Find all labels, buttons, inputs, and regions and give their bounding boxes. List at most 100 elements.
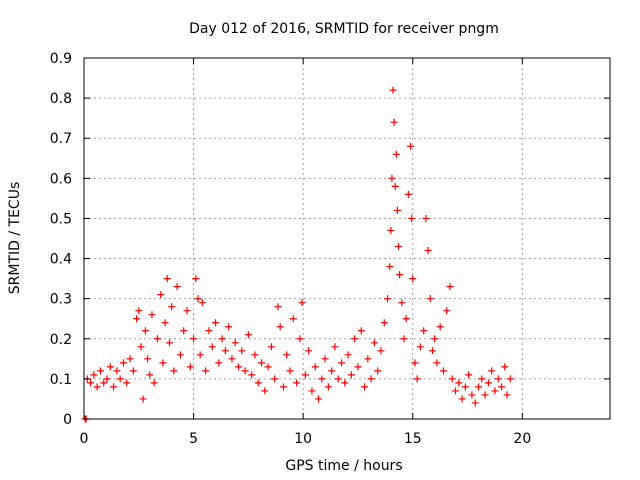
x-axis-label: GPS time / hours <box>285 458 402 474</box>
data-point <box>276 323 284 331</box>
data-point <box>338 359 346 367</box>
data-point <box>354 363 362 371</box>
data-point <box>367 375 375 383</box>
data-point <box>398 299 406 307</box>
data-point <box>241 367 249 375</box>
data-point <box>116 375 124 383</box>
data-point <box>228 355 236 363</box>
data-point <box>420 327 428 335</box>
data-point <box>431 335 439 343</box>
data-point <box>87 379 95 387</box>
data-point <box>301 371 309 379</box>
data-point <box>159 359 167 367</box>
data-point <box>386 263 394 271</box>
data-point <box>168 303 176 311</box>
data-point <box>433 359 441 367</box>
data-point <box>494 375 502 383</box>
data-point <box>163 275 171 283</box>
data-point <box>334 375 342 383</box>
x-tick-label: 0 <box>80 431 89 447</box>
data-point <box>387 226 395 234</box>
data-point <box>261 387 269 395</box>
data-point <box>501 363 509 371</box>
data-point <box>170 367 178 375</box>
data-point <box>183 307 191 315</box>
data-point <box>370 339 378 347</box>
data-point <box>194 295 202 303</box>
data-point <box>311 363 319 371</box>
data-point <box>248 371 256 379</box>
data-point <box>475 383 482 391</box>
data-point <box>296 335 304 343</box>
data-point <box>146 371 154 379</box>
plot-area-frame <box>83 57 611 420</box>
chart-title: Day 012 of 2016, SRMTID for receiver png… <box>189 21 499 37</box>
data-point <box>428 347 436 355</box>
x-tick-label: 10 <box>294 431 312 447</box>
data-point <box>488 367 496 375</box>
data-point <box>416 343 424 351</box>
data-point <box>264 363 272 371</box>
data-point <box>458 395 466 403</box>
data-point <box>176 351 184 359</box>
grid-lines <box>84 58 610 419</box>
data-point <box>409 275 417 283</box>
data-point <box>465 371 473 379</box>
data-point <box>503 391 511 399</box>
data-point <box>424 247 432 255</box>
data-point <box>484 379 492 387</box>
data-point <box>150 379 158 387</box>
data-point <box>436 323 444 331</box>
data-point <box>141 327 149 335</box>
data-point <box>347 371 355 379</box>
data-point <box>395 243 403 251</box>
data-point <box>404 190 412 198</box>
data-point <box>344 351 352 359</box>
data-point <box>448 375 456 383</box>
y-tick-label: 0.4 <box>50 252 72 268</box>
data-point <box>324 383 332 391</box>
data-point <box>328 367 336 375</box>
data-point <box>289 315 297 323</box>
data-point <box>471 399 479 407</box>
data-point <box>318 375 326 383</box>
data-point <box>468 391 476 399</box>
data-point <box>231 339 239 347</box>
data-point <box>293 379 301 387</box>
data-point <box>413 375 421 383</box>
data-point <box>198 299 206 307</box>
data-point <box>90 371 98 379</box>
data-point <box>274 303 282 311</box>
data-point <box>103 375 111 383</box>
data-point <box>96 367 104 375</box>
data-point <box>411 359 419 367</box>
data-point <box>110 383 118 391</box>
y-tick-label: 0.6 <box>50 171 72 187</box>
data-point <box>389 86 397 94</box>
data-point <box>202 367 210 375</box>
data-point <box>139 395 147 403</box>
data-point <box>192 275 200 283</box>
data-point <box>408 214 416 222</box>
data-point <box>506 375 514 383</box>
data-point <box>402 315 410 323</box>
data-point <box>305 347 313 355</box>
data-point <box>393 206 401 214</box>
data-point <box>254 379 262 387</box>
y-axis-label: SRMTID / TECUs <box>7 182 23 295</box>
data-point <box>461 383 469 391</box>
data-point <box>351 335 359 343</box>
data-point <box>225 323 233 331</box>
data-point <box>212 319 219 327</box>
data-point <box>244 331 252 339</box>
data-point <box>258 359 266 367</box>
data-point <box>315 395 323 403</box>
data-point <box>455 379 463 387</box>
data-point <box>238 347 246 355</box>
data-point <box>186 363 194 371</box>
data-point <box>218 335 226 343</box>
data-points <box>81 86 514 423</box>
y-tick-label: 0.1 <box>50 372 72 388</box>
data-point <box>391 182 399 190</box>
